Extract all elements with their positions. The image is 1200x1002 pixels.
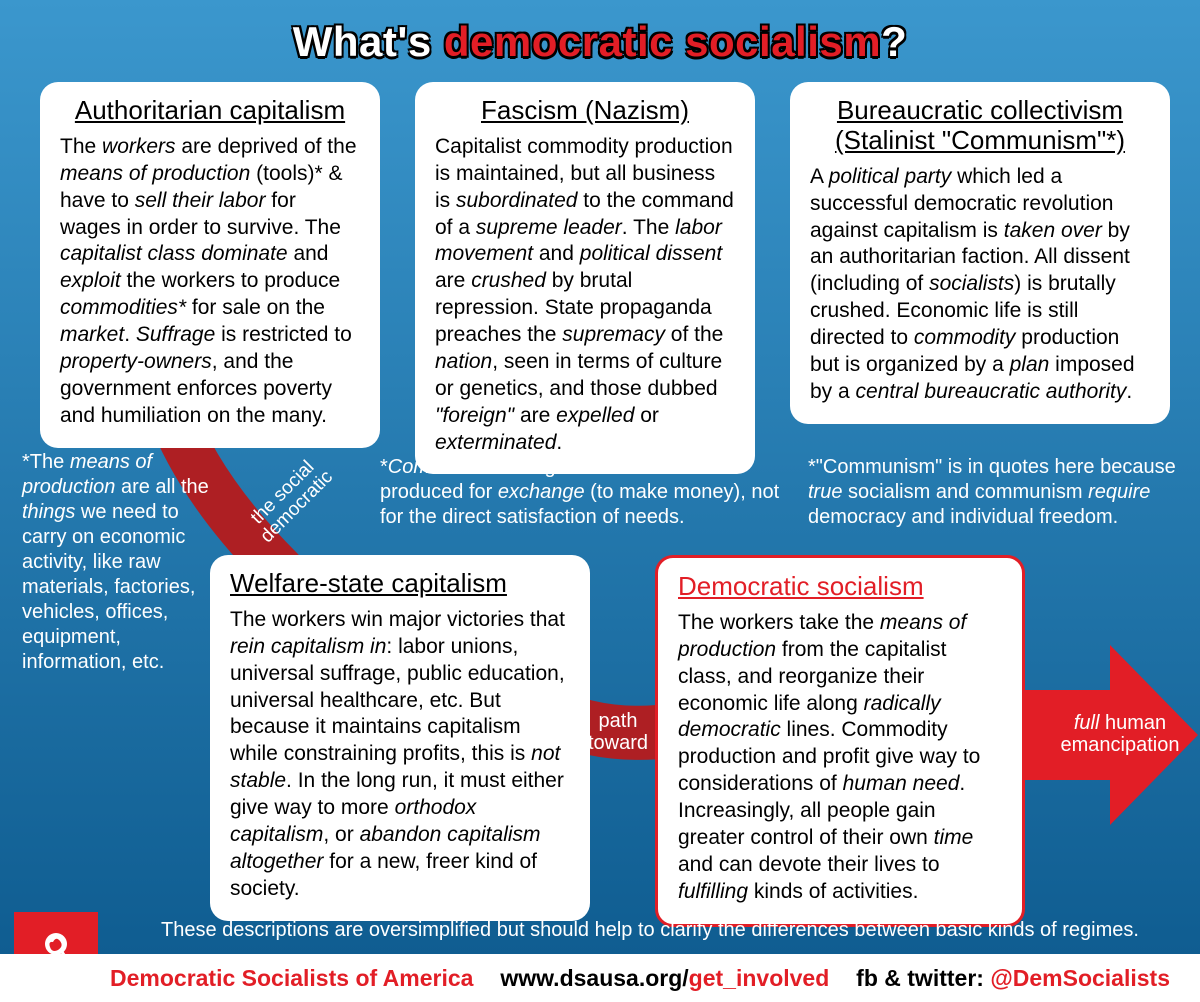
disclaimer-text: These descriptions are oversimplified bu… — [120, 919, 1180, 942]
box-title: Welfare-state capitalism — [230, 569, 570, 599]
page-title: What's democratic socialism? — [0, 18, 1200, 66]
box-title: Authoritarian capitalism — [60, 96, 360, 126]
box-democratic-socialism: Democratic socialism The workers take th… — [655, 555, 1025, 927]
box-body: The workers take the means of production… — [678, 610, 1002, 906]
box-fascism: Fascism (Nazism) Capitalist commodity pr… — [415, 82, 755, 474]
box-authoritarian-capitalism: Authoritarian capitalism The workers are… — [40, 82, 380, 448]
label-path-toward: path toward — [578, 710, 658, 754]
footnote-means-of-production: *The means of production are all the thi… — [22, 450, 212, 675]
box-title: Fascism (Nazism) — [435, 96, 735, 126]
box-body: The workers win major victories that rei… — [230, 607, 570, 903]
title-part3: ? — [881, 18, 907, 65]
org-name: Democratic Socialists of America — [110, 965, 473, 992]
box-body: The workers are deprived of the means of… — [60, 134, 360, 430]
footer-bar: Democratic Socialists of America www.dsa… — [0, 954, 1200, 1002]
footer-url: www.dsausa.org/get_involved — [500, 965, 829, 992]
box-title: Democratic socialism — [678, 572, 1002, 602]
footnote-communism: *"Communism" is in quotes here because t… — [808, 455, 1188, 530]
title-part1: What's — [293, 18, 444, 65]
box-body: A political party which led a successful… — [810, 164, 1150, 406]
label-full-emancipation: full human emancipation — [1050, 712, 1190, 756]
box-welfare-state: Welfare-state capitalism The workers win… — [210, 555, 590, 921]
box-title: Bureaucratic collectivism (Stalinist "Co… — [810, 96, 1150, 156]
footnote-commodities: *Commodities are goods and services prod… — [380, 455, 780, 530]
title-part2: democratic socialism — [444, 18, 881, 65]
box-body: Capitalist commodity production is maint… — [435, 134, 735, 457]
box-bureaucratic-collectivism: Bureaucratic collectivism (Stalinist "Co… — [790, 82, 1170, 424]
footer-social: fb & twitter: @DemSocialists — [856, 965, 1170, 992]
